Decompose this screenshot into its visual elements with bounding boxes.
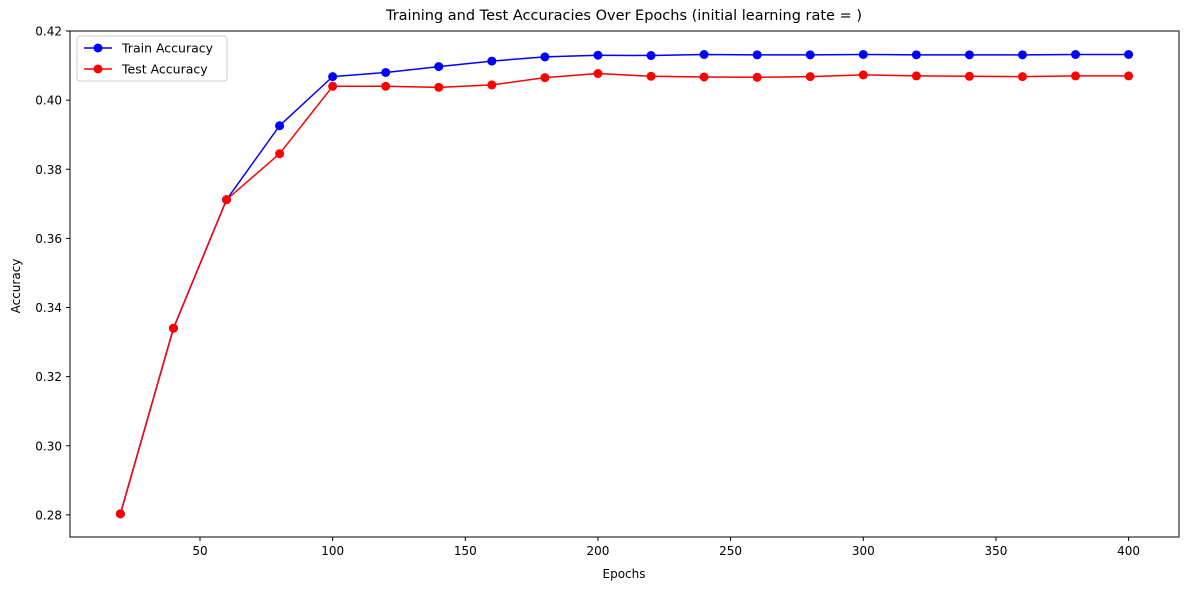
x-tick-label: 250 [719,544,742,558]
data-point-train-accuracy [805,50,815,60]
data-point-train-accuracy [1071,50,1081,59]
data-point-test-accuracy [434,82,444,92]
data-point-train-accuracy [593,50,603,60]
data-point-train-accuracy [275,121,285,131]
data-point-test-accuracy [1124,71,1134,81]
data-point-test-accuracy [1017,72,1027,82]
y-tick-label: 0.40 [35,94,62,108]
data-point-train-accuracy [699,50,709,59]
data-point-train-accuracy [1017,50,1027,60]
plot-frame [69,30,1180,538]
data-point-test-accuracy [222,195,232,205]
chart-title: Training and Test Accuracies Over Epochs… [385,8,862,24]
data-point-test-accuracy [964,71,974,81]
x-tick-label: 50 [192,544,207,558]
y-axis-label: Accuracy [9,259,23,314]
x-tick-label: 150 [454,544,477,558]
data-point-train-accuracy [540,52,550,62]
data-point-train-accuracy [328,72,338,82]
data-point-train-accuracy [381,67,391,77]
data-point-test-accuracy [540,73,550,83]
data-point-test-accuracy [646,71,656,81]
legend-marker-train-accuracy [93,43,103,53]
data-point-test-accuracy [752,72,762,82]
data-point-test-accuracy [1071,71,1081,81]
legend: Train Accuracy Test Accuracy [76,35,228,82]
series-line-train-accuracy [119,53,1129,515]
data-point-test-accuracy [168,323,178,333]
axes-group: 50 100 150 200 250 300 350 400 0.28 0.30 0.32 0.34 0… [35,25,1180,558]
data-point-test-accuracy [328,81,338,91]
data-point-test-accuracy [805,72,815,82]
y-tick-label: 0.32 [35,370,62,384]
data-point-train-accuracy [911,50,921,60]
y-tick-label: 0.42 [35,25,62,39]
series-group [115,50,1134,519]
y-tick-label: 0.38 [35,163,62,177]
legend-frame [76,35,228,82]
y-tick-label: 0.30 [35,439,62,453]
data-point-test-accuracy [858,70,868,80]
data-point-test-accuracy [381,81,391,91]
x-tick-label: 100 [321,544,344,558]
data-point-train-accuracy [964,50,974,60]
data-point-test-accuracy [115,509,125,519]
data-point-train-accuracy [434,62,444,72]
data-point-train-accuracy [1124,50,1134,59]
data-point-test-accuracy [487,80,497,90]
x-tick-label: 350 [984,544,1007,558]
series-line-test-accuracy [119,72,1129,515]
y-tick-label: 0.36 [35,232,62,246]
x-tick-label: 300 [852,544,875,558]
legend-label-test-accuracy: Test Accuracy [121,62,208,77]
y-tick-label: 0.34 [35,301,62,315]
x-axis-label: Epochs [603,567,646,581]
data-point-test-accuracy [275,149,285,159]
data-point-test-accuracy [593,69,603,79]
legend-label-train-accuracy: Train Accuracy [121,41,214,56]
data-point-train-accuracy [858,50,868,59]
data-point-test-accuracy [911,71,921,81]
data-point-train-accuracy [487,56,497,66]
x-tick-label: 400 [1117,544,1140,558]
x-tick-label: 200 [587,544,610,558]
data-point-train-accuracy [752,50,762,60]
data-point-train-accuracy [646,51,656,61]
y-tick-label: 0.28 [35,508,62,522]
data-point-test-accuracy [699,72,709,82]
legend-marker-test-accuracy [93,64,103,74]
